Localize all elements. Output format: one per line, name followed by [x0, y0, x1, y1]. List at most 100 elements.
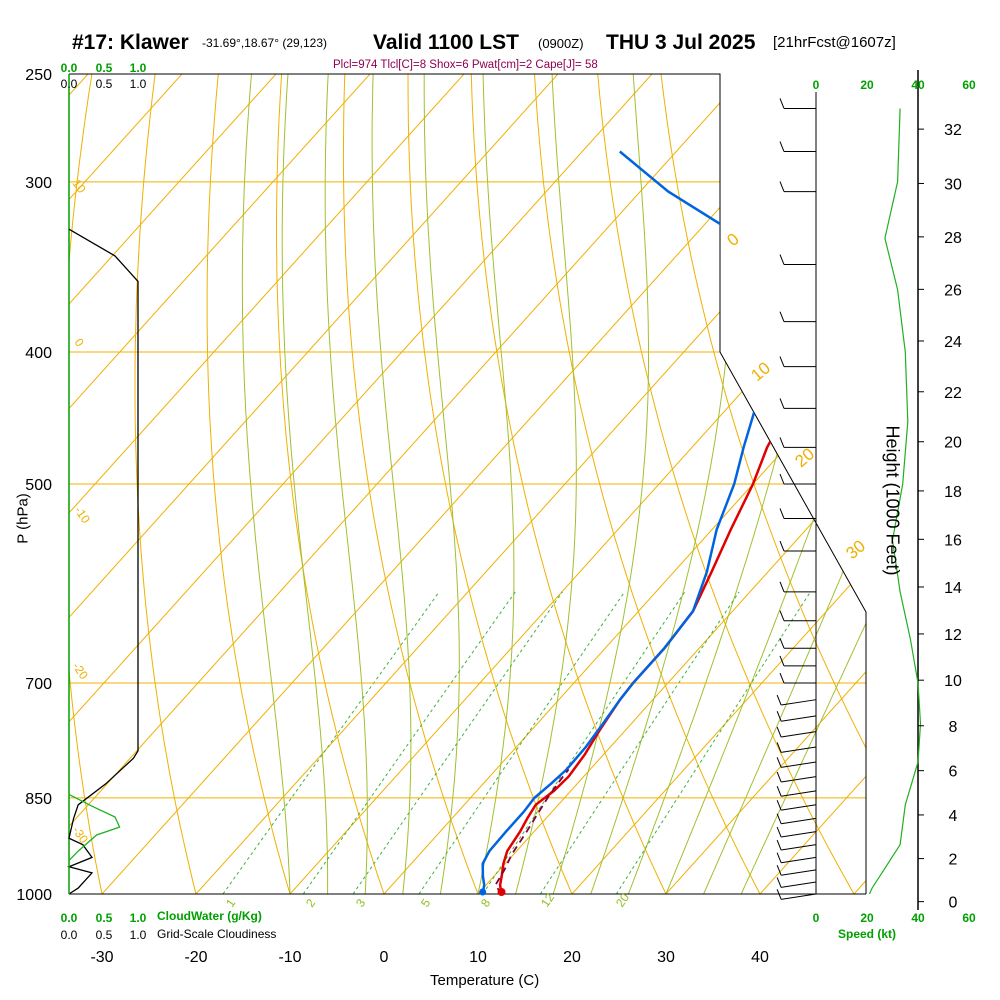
speed-top-tick: 0 [813, 78, 820, 92]
mixing-ratio-line [482, 591, 686, 894]
x-axis-label: Temperature (C) [430, 972, 540, 989]
cloudwater-bottom-tick: 0.5 [96, 911, 113, 925]
wind-barb-feather [779, 356, 785, 367]
theta-label: 0 [72, 336, 87, 350]
wind-barb-feather [779, 508, 785, 519]
speed-bottom-tick: 40 [911, 911, 925, 925]
wind-barb [779, 98, 816, 109]
cloudiness-label: Grid-Scale Cloudiness [157, 927, 277, 941]
pressure-tick-label: 250 [25, 67, 52, 84]
mixing-ratio-line [418, 591, 626, 894]
wind-barb-feather [776, 813, 782, 824]
moist-adiabat-line [324, 74, 368, 894]
height-tick-label: 8 [949, 719, 958, 736]
wind-barb-feather [776, 839, 782, 851]
cloudiness-bottom-tick: 0.0 [61, 928, 78, 942]
cloudwater-top-tick: 0.0 [61, 61, 78, 75]
height-tick-label: 14 [944, 580, 962, 597]
pressure-tick-label: 500 [25, 477, 52, 494]
wind-barb-staff [781, 893, 817, 900]
wind-barb-feather [779, 181, 785, 192]
cloudwater-bottom-tick: 1.0 [130, 911, 147, 925]
wind-barb [776, 694, 817, 706]
wind-barb [776, 786, 817, 797]
wind-barb [779, 311, 816, 323]
moist-adiabat-line [281, 74, 329, 894]
temp-tick-label: 0 [380, 949, 389, 966]
wind-barb-feather [776, 694, 782, 706]
theta-label: 10 [70, 177, 89, 196]
surface-dew-dot [479, 888, 487, 896]
temp-tick-label: 20 [563, 949, 581, 966]
wind-barb-feather [776, 771, 782, 783]
dry-adiabat-line [657, 74, 866, 894]
moist-adiabat-line [515, 74, 577, 894]
moist-adiabat-line [423, 74, 460, 894]
mixing-ratio-label: 2 [303, 896, 318, 910]
wind-barb [776, 865, 817, 876]
wind-barb-feather [779, 98, 785, 109]
height-tick-label: 18 [944, 484, 962, 501]
mixing-ratio-line [302, 591, 516, 894]
title-bar: #17: Klawer -31.69°,18.67° (29,123) Vali… [0, 0, 1000, 74]
temp-tick-label: 30 [657, 949, 675, 966]
valid-date: THU 3 Jul 2025 [606, 31, 756, 54]
moist-adiabat-line [703, 74, 866, 894]
isotherm-line [69, 74, 549, 894]
y-axis-label: P (hPa) [14, 493, 32, 544]
wind-barb [779, 473, 816, 485]
wind-barb-feather [776, 852, 782, 863]
theta-label: -20 [70, 660, 92, 683]
dry-adiabat-line [69, 74, 109, 894]
wind-barb [776, 852, 817, 864]
wind-barb-feather [779, 254, 785, 265]
wind-barb-staff [781, 844, 817, 851]
isotherm-line [69, 74, 361, 894]
dry-adiabat-line [206, 74, 300, 894]
dry-adiabat-line [595, 74, 866, 894]
temp-tick-label: 40 [751, 949, 769, 966]
mixing-ratio-label: 8 [478, 896, 493, 910]
wind-barb-feather [779, 398, 785, 409]
moist-adiabat-line [371, 74, 412, 894]
height-tick-label: 12 [944, 627, 962, 644]
temp-tick-label: -30 [90, 949, 113, 966]
isotherm-line [69, 74, 737, 894]
isotherm-line [853, 74, 866, 894]
isotherm-line [571, 74, 866, 894]
cloudiness-top-tick: 0.5 [96, 77, 113, 91]
height-tick-label: 28 [944, 230, 962, 247]
wind-barb [776, 711, 817, 722]
wind-barb [779, 181, 816, 193]
cloudiness-bottom-tick: 1.0 [130, 928, 147, 942]
cloudwater-line [68, 793, 121, 894]
cloudwater-top-tick: 0.5 [96, 61, 113, 75]
temp-tick-label: 10 [469, 949, 487, 966]
wind-barb [776, 889, 817, 900]
mixing-ratio-line [615, 591, 811, 894]
wind-barb-feather [779, 610, 785, 621]
isotherm-line [195, 74, 866, 894]
mixing-ratio-line [222, 591, 440, 894]
wind-speed-line [868, 108, 922, 895]
wind-barb-staff [781, 776, 817, 783]
speed-bottom-tick: 20 [860, 911, 874, 925]
wind-barb-feather [776, 865, 782, 876]
wind-barb-feather [779, 655, 785, 667]
moist-adiabat-line [590, 74, 734, 894]
plot-frame [69, 73, 867, 894]
speed-bottom-tick: 0 [813, 911, 820, 925]
wind-barb-staff [781, 699, 817, 706]
wind-barb [779, 254, 816, 266]
speed-top-tick: 60 [962, 78, 976, 92]
cloudiness-line [66, 228, 139, 895]
utc-time: (0900Z) [538, 36, 584, 51]
wind-barb-staff [781, 869, 817, 876]
speed-label: Speed (kt) [838, 927, 897, 941]
wind-barb [776, 877, 817, 888]
wind-barb-feather [779, 311, 785, 322]
wind-barb-feather [779, 581, 785, 593]
cloudwater-label: CloudWater (g/Kg) [157, 909, 262, 923]
isotherm-line [477, 74, 866, 894]
